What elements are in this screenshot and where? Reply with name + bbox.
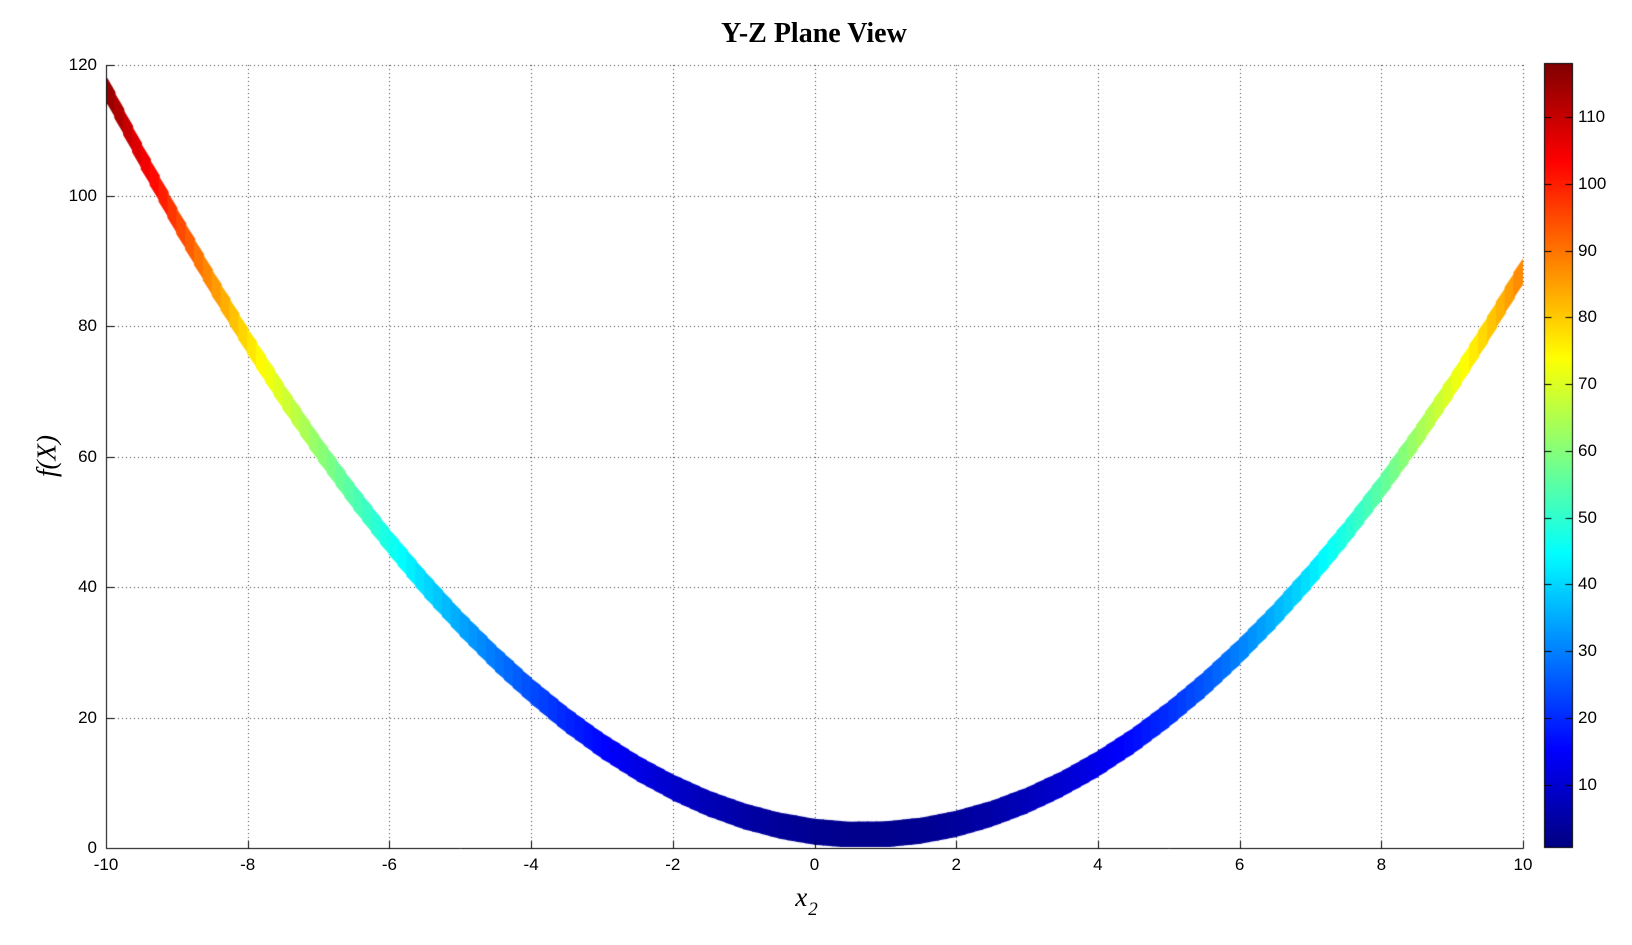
colorbar-tick-label: 10 [1578,774,1597,794]
colorbar-tick-label: 40 [1578,574,1597,594]
colorbar-tick-label: 30 [1578,641,1597,661]
x-tick-label: -8 [240,855,256,874]
x-tick-label: 4 [1093,855,1103,874]
colorbar-tick-label: 50 [1578,507,1597,527]
y-tick-label: 20 [78,707,97,727]
y-tick-label: 60 [78,446,97,466]
x-tick-label: -6 [381,855,397,874]
x-tick-label: -4 [523,855,539,874]
colorbar-tick-label: 60 [1578,440,1597,460]
x-tick-label: -10 [93,855,119,874]
y-axis-label-text: f(X) [31,435,62,477]
y-tick-label: 120 [68,55,97,74]
colorbar-tick-label: 80 [1578,307,1597,327]
x-tick-label: 2 [951,855,961,874]
x-tick-label: 6 [1234,855,1245,874]
y-tick-label: 100 [68,185,97,205]
colorbar-tick-label: 20 [1578,707,1597,727]
colorbar-tick-label: 70 [1578,374,1597,394]
colorbar-tick-label: 110 [1578,107,1606,127]
x-tick-label: 8 [1376,855,1387,874]
x-tick-label: 0 [809,855,820,874]
x-axis-label-text: x [795,882,808,912]
colorbar-tick-label: 90 [1578,240,1597,260]
y-tick-label: 80 [78,316,97,335]
colorbar-tick-label: 100 [1578,173,1607,193]
x-axis-label: x2 [795,882,817,920]
y-tick-label: 40 [78,577,97,596]
x-axis-label-subscript: 2 [808,899,818,920]
x-tick-label: -2 [665,855,681,874]
y-axis-label: f(X) [32,435,63,477]
x-tick-label: 10 [1513,855,1533,874]
y-tick-label: 0 [87,838,97,857]
chart-title: Y-Z Plane View [721,18,907,49]
